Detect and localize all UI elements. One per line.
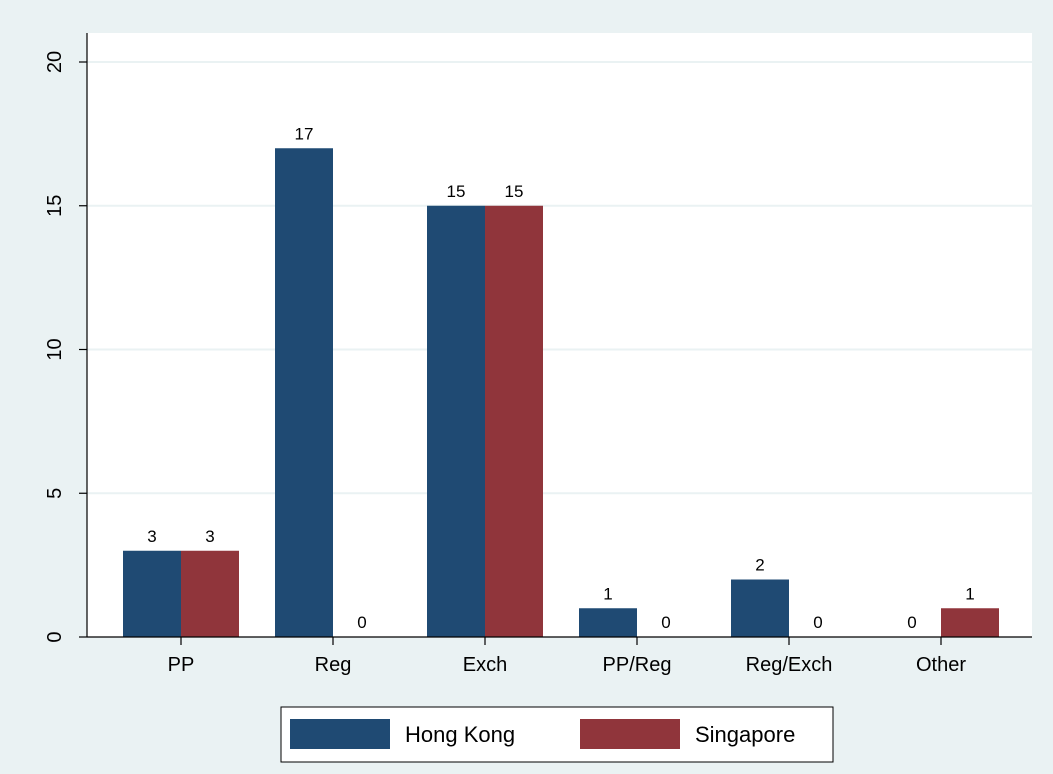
bar xyxy=(427,205,485,637)
bar-value-label: 15 xyxy=(447,182,466,201)
y-axis-ticks: 0 5 10 15 20 xyxy=(44,51,87,643)
bar-value-label: 2 xyxy=(755,556,764,575)
y-tick-label: 20 xyxy=(44,51,66,73)
y-tick-label: 10 xyxy=(44,338,66,360)
bar xyxy=(941,608,999,637)
bar xyxy=(485,205,543,637)
bar xyxy=(275,148,333,637)
legend-label: Singapore xyxy=(695,722,795,747)
bar-value-label: 1 xyxy=(603,584,612,603)
bar-value-label: 0 xyxy=(907,613,916,632)
bar-value-label: 0 xyxy=(813,613,822,632)
bar xyxy=(579,608,637,637)
bar-value-labels: 3 3 17 0 15 15 1 0 2 0 0 1 xyxy=(147,124,974,632)
bars xyxy=(123,148,999,637)
legend-swatch xyxy=(580,719,680,749)
plot-area xyxy=(87,33,1032,637)
legend-label: Hong Kong xyxy=(405,722,515,747)
x-tick-label: Other xyxy=(916,654,966,676)
legend-swatch xyxy=(290,719,390,749)
y-tick-label: 0 xyxy=(44,631,66,642)
bar-value-label: 17 xyxy=(295,124,314,143)
grid-lines xyxy=(87,61,1032,495)
bar-value-label: 0 xyxy=(357,613,366,632)
legend: Hong Kong Singapore xyxy=(280,706,834,763)
y-tick-label: 5 xyxy=(44,488,66,499)
bar xyxy=(181,550,239,637)
bar-value-label: 1 xyxy=(965,584,974,603)
x-tick-label: Reg xyxy=(315,654,352,676)
bar xyxy=(731,579,789,637)
x-tick-label: PP/Reg xyxy=(603,654,672,676)
x-tick-label: Exch xyxy=(463,654,507,676)
bar-value-label: 15 xyxy=(505,182,524,201)
x-tick-label: PP xyxy=(168,654,195,676)
x-tick-label: Reg/Exch xyxy=(746,654,833,676)
bar xyxy=(123,550,181,637)
bar-value-label: 3 xyxy=(147,527,156,546)
bar-value-label: 3 xyxy=(205,527,214,546)
x-axis-ticks: PP Reg Exch PP/Reg Reg/Exch Other xyxy=(168,637,966,676)
bar-value-label: 0 xyxy=(661,613,670,632)
y-tick-label: 15 xyxy=(44,195,66,217)
